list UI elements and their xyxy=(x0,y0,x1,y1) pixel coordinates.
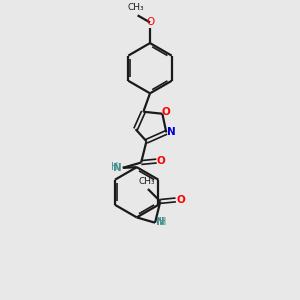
Text: CH₃: CH₃ xyxy=(138,177,155,186)
Text: N: N xyxy=(167,127,176,137)
Text: CH₃: CH₃ xyxy=(128,3,144,12)
Text: N: N xyxy=(112,163,121,172)
Text: H: H xyxy=(112,162,119,172)
Text: N: N xyxy=(156,218,165,227)
Text: O: O xyxy=(146,16,154,27)
Text: O: O xyxy=(157,156,166,166)
Text: O: O xyxy=(176,195,185,205)
Text: O: O xyxy=(162,107,171,117)
Text: H: H xyxy=(159,217,167,226)
